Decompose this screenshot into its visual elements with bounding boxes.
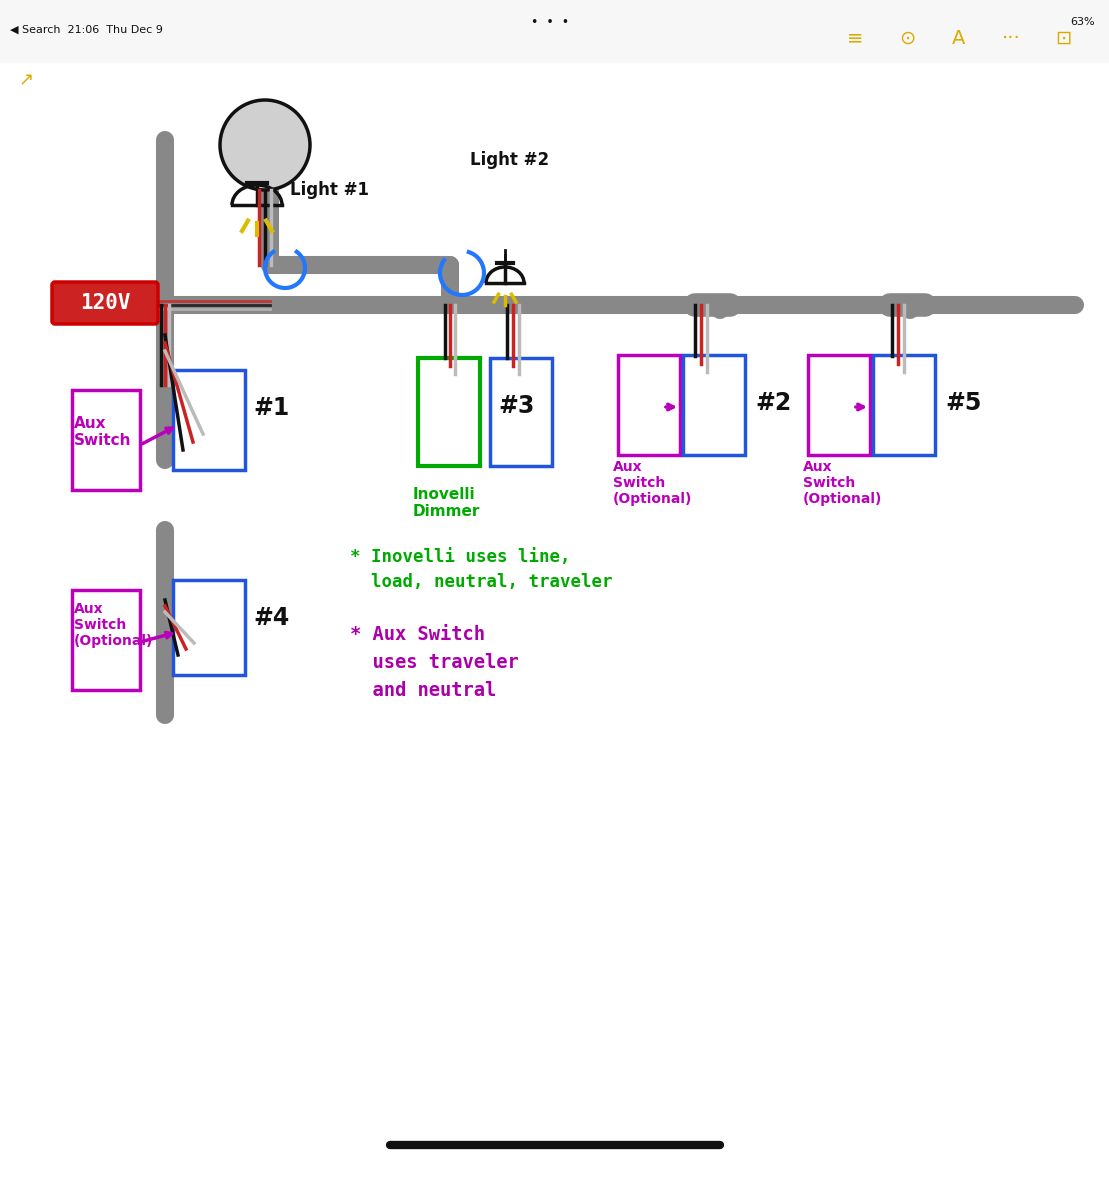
Bar bbox=[490, 359, 552, 466]
Text: A: A bbox=[953, 29, 966, 48]
Text: •  •  •: • • • bbox=[531, 16, 569, 29]
FancyBboxPatch shape bbox=[52, 282, 157, 324]
Bar bbox=[618, 355, 680, 454]
Bar bbox=[173, 580, 245, 675]
Text: #1: #1 bbox=[253, 396, 289, 420]
Text: #5: #5 bbox=[945, 391, 981, 415]
Text: ···: ··· bbox=[1001, 29, 1020, 48]
Bar bbox=[808, 355, 869, 454]
Text: 63%: 63% bbox=[1070, 17, 1095, 28]
Text: Inovelli
Dimmer: Inovelli Dimmer bbox=[413, 487, 480, 519]
Text: Aux
Switch
(Optional): Aux Switch (Optional) bbox=[613, 459, 692, 506]
Text: ≡: ≡ bbox=[847, 29, 863, 48]
Text: #4: #4 bbox=[253, 605, 289, 629]
Text: Aux
Switch: Aux Switch bbox=[74, 416, 132, 448]
Bar bbox=[173, 370, 245, 470]
Text: ↗: ↗ bbox=[18, 71, 33, 89]
Text: * Inovelli uses line,
  load, neutral, traveler: * Inovelli uses line, load, neutral, tra… bbox=[350, 548, 612, 591]
Bar bbox=[72, 590, 140, 689]
Bar bbox=[418, 359, 480, 466]
Text: Aux
Switch
(Optional): Aux Switch (Optional) bbox=[803, 459, 883, 506]
Text: ⊙: ⊙ bbox=[898, 29, 915, 48]
Circle shape bbox=[220, 100, 311, 189]
Bar bbox=[683, 355, 745, 454]
Text: Light #2: Light #2 bbox=[470, 151, 549, 169]
Text: ◀ Search  21:06  Thu Dec 9: ◀ Search 21:06 Thu Dec 9 bbox=[10, 25, 163, 35]
Text: * Aux Switch
  uses traveler
  and neutral: * Aux Switch uses traveler and neutral bbox=[350, 625, 519, 700]
Text: Light #1: Light #1 bbox=[289, 181, 369, 199]
Text: Aux
Switch
(Optional): Aux Switch (Optional) bbox=[74, 602, 153, 647]
Bar bbox=[0, 0, 1109, 62]
Bar bbox=[873, 355, 935, 454]
Text: 120V: 120V bbox=[80, 293, 130, 313]
Text: #3: #3 bbox=[498, 394, 535, 418]
Text: #2: #2 bbox=[755, 391, 791, 415]
Text: ⊡: ⊡ bbox=[1055, 29, 1071, 48]
Bar bbox=[72, 390, 140, 490]
